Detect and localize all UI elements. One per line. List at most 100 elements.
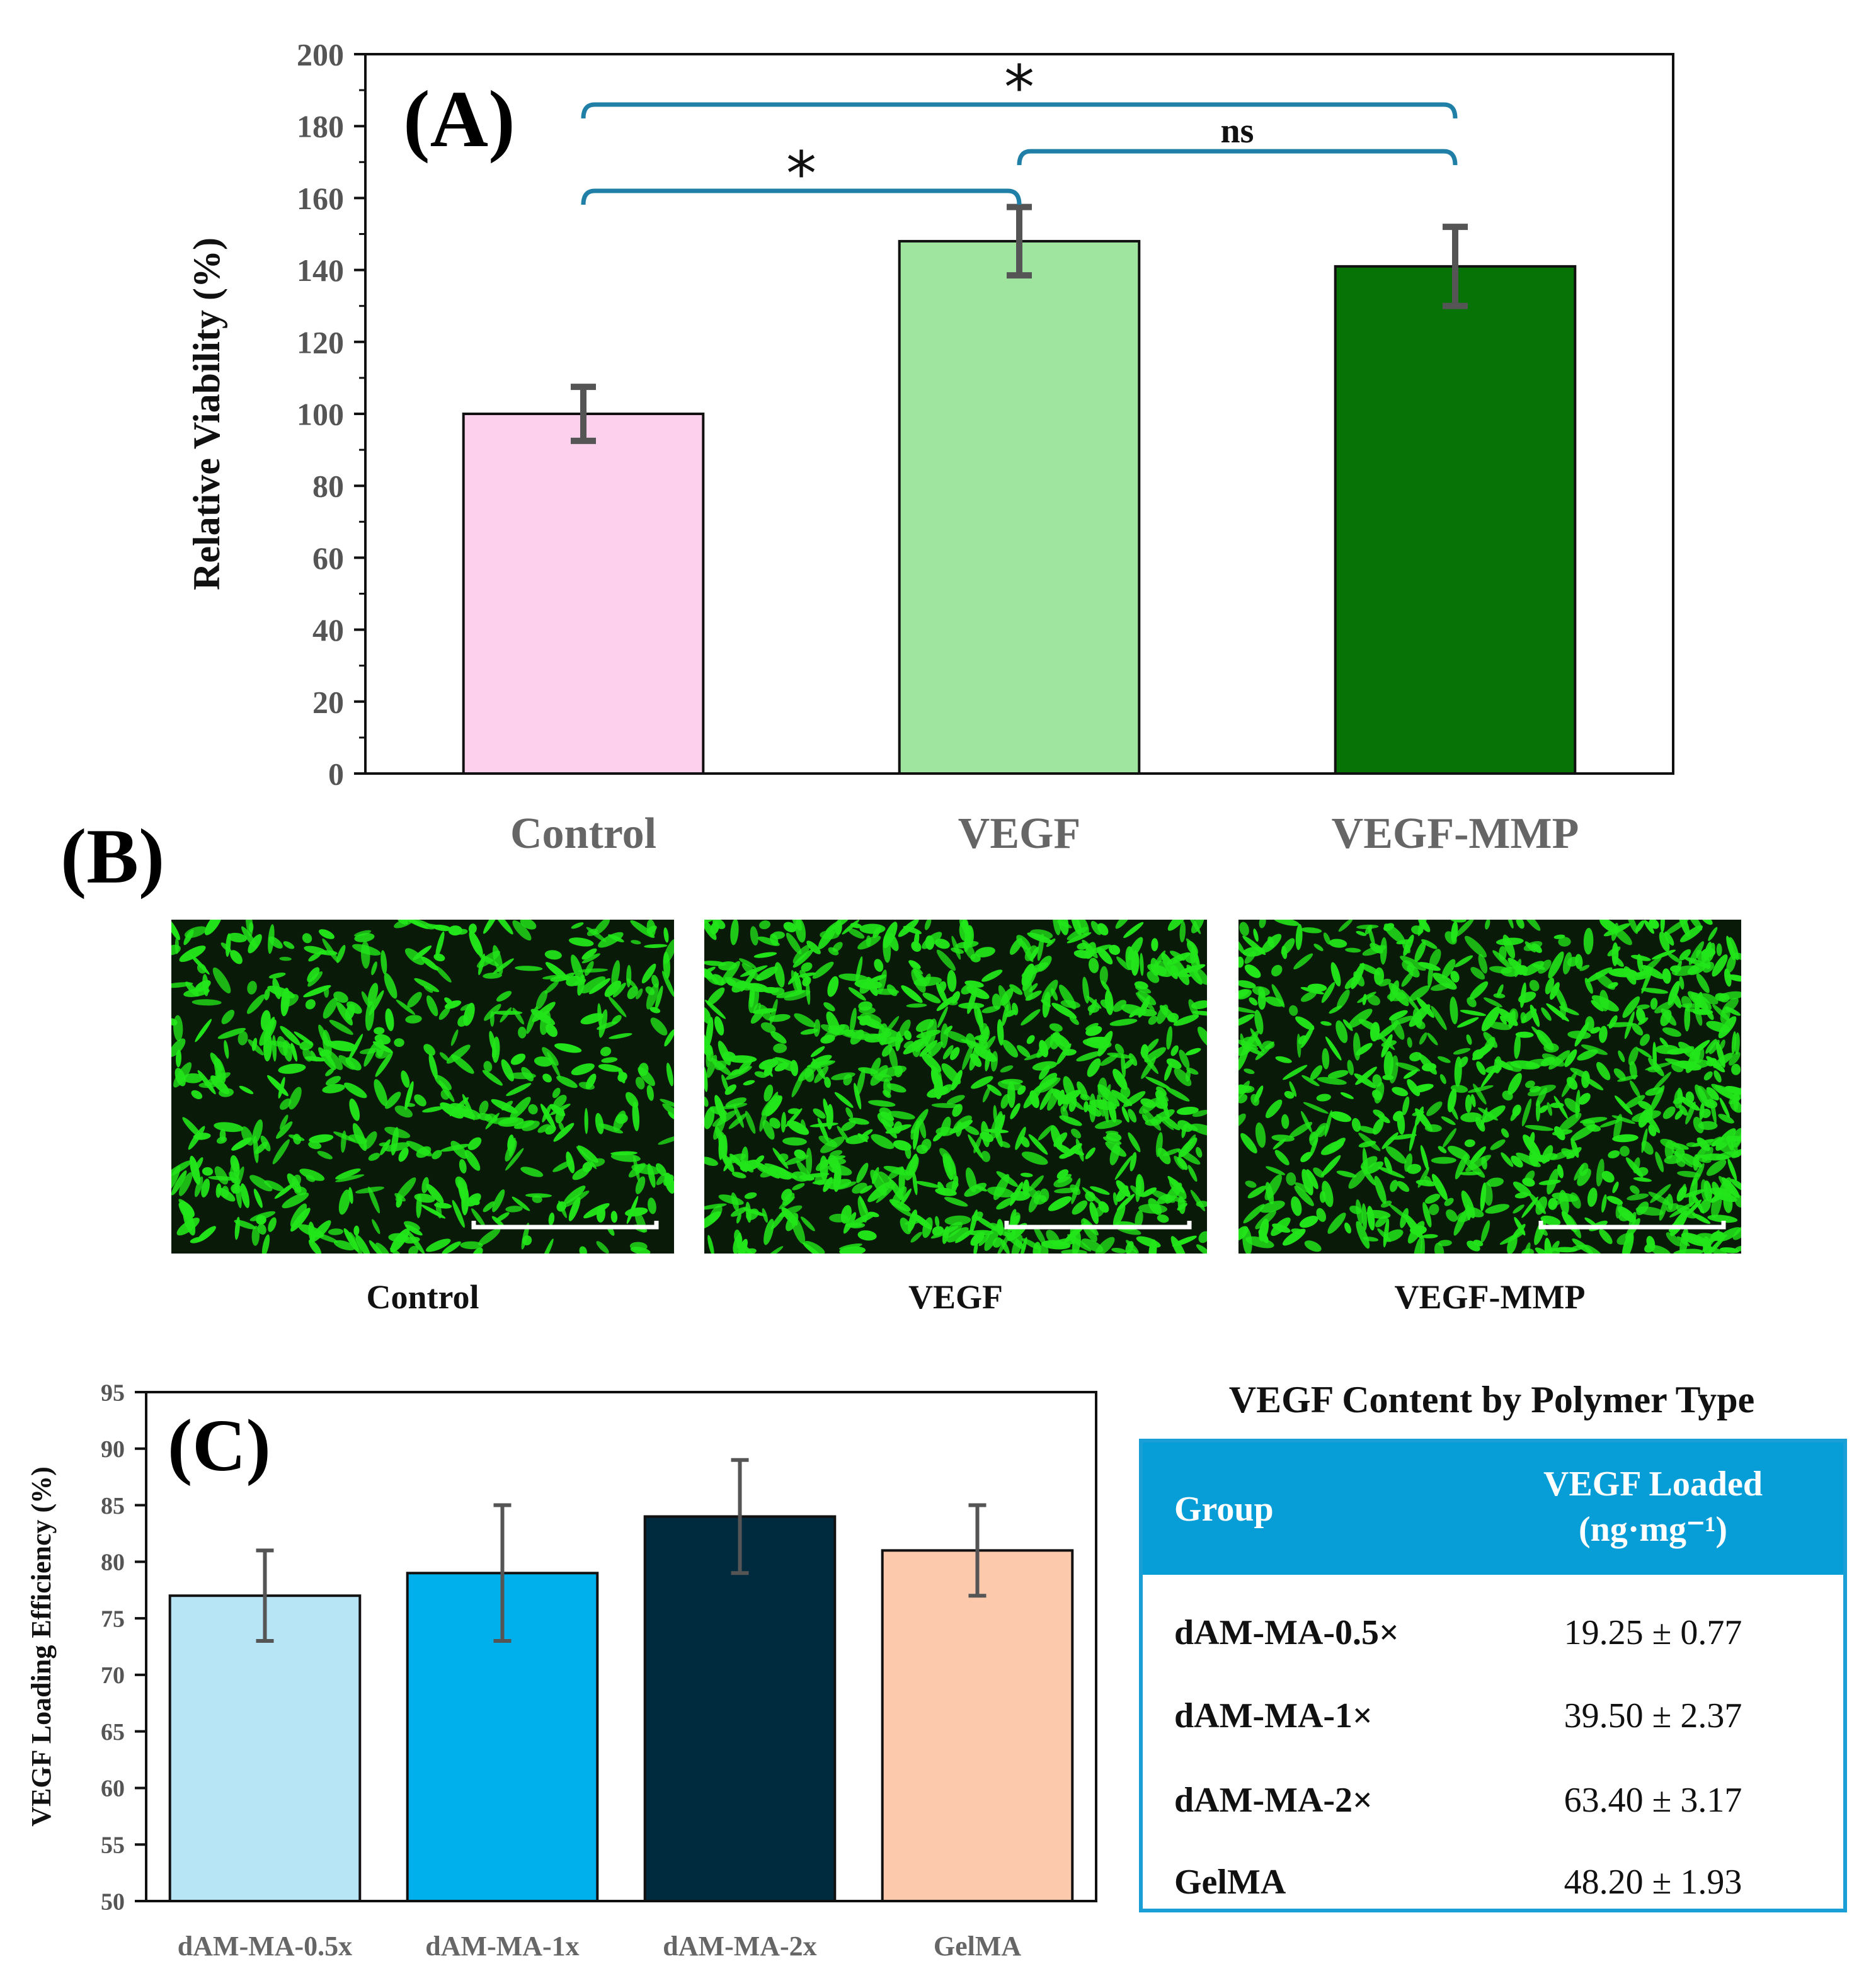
- cell: [1351, 1117, 1361, 1132]
- cell: [1472, 1049, 1484, 1060]
- cell: [363, 1131, 377, 1150]
- cell: [649, 1007, 661, 1014]
- cell: [721, 1074, 729, 1092]
- cell: [1026, 1035, 1035, 1044]
- cell: [1289, 1005, 1298, 1016]
- cell: [457, 1180, 466, 1204]
- cell: [1259, 920, 1266, 928]
- cell: [328, 1228, 344, 1235]
- cell: [1052, 920, 1061, 935]
- cell: [1636, 1167, 1649, 1177]
- cell: [1464, 1139, 1475, 1148]
- cell: [1169, 951, 1186, 961]
- cell: [899, 1019, 911, 1037]
- cell: [1114, 1043, 1124, 1054]
- cell: [1383, 1051, 1393, 1078]
- cell: [1165, 1182, 1182, 1204]
- cell: [920, 1030, 932, 1056]
- cell: [724, 1084, 736, 1095]
- cell: [309, 1134, 334, 1143]
- cell: [1048, 1196, 1072, 1211]
- cell: [600, 1046, 612, 1056]
- cell: [704, 1107, 715, 1129]
- cell: [1300, 986, 1324, 995]
- cell: [704, 1066, 708, 1092]
- cell: [958, 1002, 985, 1009]
- cell: [1550, 1102, 1564, 1108]
- cell: [1561, 1211, 1577, 1233]
- cell: [1344, 1222, 1352, 1234]
- cell: [571, 922, 584, 929]
- cell: [1684, 1004, 1691, 1032]
- cell: [214, 1122, 244, 1133]
- chart-c: 50 55 60 65 70 75 80 85 90 95 VEGF Loading Efficie…: [26, 1380, 1097, 1962]
- cell: [1467, 1085, 1494, 1093]
- cell: [535, 990, 548, 1010]
- cell: [1374, 1175, 1387, 1204]
- cell: [1564, 1049, 1577, 1067]
- cell: [1065, 1143, 1082, 1157]
- cell: [1128, 1132, 1141, 1153]
- cell: [483, 920, 499, 934]
- cell: [308, 1141, 322, 1150]
- cell: [1059, 1115, 1082, 1126]
- cell: [197, 1226, 216, 1242]
- cell: [1522, 1177, 1535, 1187]
- cell: [843, 1212, 857, 1234]
- cell: [405, 1015, 422, 1024]
- cell: [936, 949, 956, 971]
- cell: [1244, 1068, 1255, 1075]
- cell: [1380, 1201, 1392, 1208]
- cell: [1416, 997, 1434, 1018]
- cell: [1267, 936, 1274, 948]
- cell: [1128, 1109, 1137, 1123]
- cell: [1460, 1010, 1487, 1016]
- cell: [283, 941, 295, 949]
- cell: [1633, 1177, 1652, 1182]
- cell: [1289, 1122, 1313, 1138]
- cell: [1329, 1005, 1342, 1014]
- cell: [596, 1241, 609, 1254]
- cell: [1577, 1168, 1591, 1186]
- cell: [274, 1182, 296, 1199]
- y-tick-label: 120: [297, 324, 344, 360]
- cell: [1574, 1022, 1589, 1047]
- cell: [1574, 1164, 1584, 1181]
- cell: [1244, 964, 1261, 978]
- row-group: dAM-MA-1×: [1174, 1696, 1373, 1735]
- cell: [1484, 1037, 1496, 1053]
- cell: [1677, 1087, 1683, 1103]
- cell: [812, 961, 834, 979]
- cell: [257, 1223, 266, 1235]
- cell: [1115, 920, 1131, 929]
- cell: [872, 926, 881, 939]
- cell: [190, 954, 210, 975]
- cell: [1357, 991, 1376, 1003]
- cell: [1032, 1061, 1058, 1071]
- cell: [1052, 1238, 1076, 1247]
- cell: [496, 991, 512, 1002]
- cell: [1112, 1068, 1128, 1090]
- cell: [854, 1082, 862, 1110]
- cell: [1275, 1056, 1292, 1063]
- cell: [1148, 1239, 1157, 1254]
- cell: [288, 1134, 305, 1141]
- header-group: Group: [1174, 1490, 1274, 1529]
- cell: [733, 1104, 744, 1128]
- cell: [981, 969, 1003, 982]
- x-tick-label: dAM-MA-0.5x: [178, 1931, 352, 1962]
- cell: [781, 1112, 786, 1133]
- cell: [264, 1180, 285, 1192]
- cell: [1724, 968, 1732, 987]
- cell: [216, 1136, 227, 1144]
- cell: [583, 1203, 610, 1219]
- cell: [981, 1150, 990, 1162]
- cell: [1569, 1245, 1586, 1252]
- cell: [1733, 952, 1741, 961]
- cell: [1400, 956, 1426, 971]
- cell: [495, 1212, 510, 1223]
- cell: [1102, 1136, 1122, 1145]
- cell: [401, 1070, 410, 1088]
- cell: [771, 931, 785, 940]
- cell: [433, 953, 445, 962]
